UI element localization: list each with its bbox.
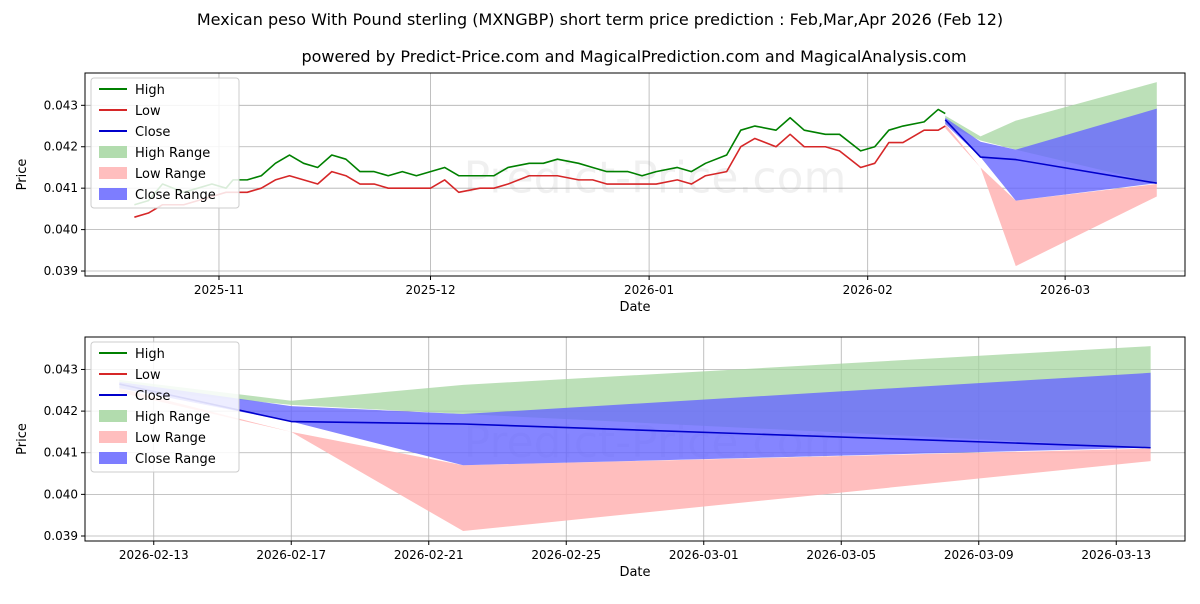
x-axis-label: Date xyxy=(619,300,650,315)
y-tick-label: 0.043 xyxy=(44,362,78,376)
x-tick-label: 2025-12 xyxy=(405,283,455,297)
y-tick-label: 0.040 xyxy=(44,223,78,237)
low-series-line xyxy=(134,125,946,218)
x-tick-label: 2026-03-05 xyxy=(806,548,876,562)
legend-box xyxy=(90,77,240,209)
x-tick-label: 2026-03-13 xyxy=(1081,548,1151,562)
legend-label: High Range xyxy=(135,410,210,425)
legend-label: Close xyxy=(135,389,170,404)
close-range-band xyxy=(945,108,1157,201)
close-range-band xyxy=(119,372,1151,466)
low-range-band xyxy=(945,123,1157,267)
legend-label: Close Range xyxy=(135,188,216,203)
x-tick-label: 2026-02-13 xyxy=(119,548,189,562)
legend-box-swatch xyxy=(99,431,127,443)
legend-label: Low xyxy=(135,104,161,119)
x-tick-label: 2026-02-21 xyxy=(394,548,464,562)
y-tick-label: 0.043 xyxy=(44,98,78,112)
y-axis-label: Price xyxy=(15,423,30,455)
chart-title: Mexican peso With Pound sterling (MXNGBP… xyxy=(197,10,1003,29)
y-tick-label: 0.041 xyxy=(44,181,78,195)
legend-box-swatch xyxy=(99,410,127,422)
x-tick-label: 2026-01 xyxy=(624,283,674,297)
x-tick-label: 2026-03-09 xyxy=(944,548,1014,562)
x-tick-label: 2026-03-01 xyxy=(669,548,739,562)
watermark-text: Predict-Price.com xyxy=(464,153,847,204)
axes-frame xyxy=(84,72,1186,277)
chart-subtitle: powered by Predict-Price.com and Magical… xyxy=(301,47,966,66)
y-tick-label: 0.040 xyxy=(44,487,78,501)
y-tick-label: 0.041 xyxy=(44,446,78,460)
x-tick-label: 2026-02 xyxy=(843,283,893,297)
y-tick-label: 0.039 xyxy=(44,529,78,543)
close-series-line xyxy=(944,119,1157,184)
legend-label: High xyxy=(135,83,165,98)
axes-frame xyxy=(84,336,1186,542)
x-tick-label: 2026-03 xyxy=(1040,283,1090,297)
legend-label: High Range xyxy=(135,146,210,161)
legend-box-swatch xyxy=(99,188,127,200)
x-axis-label: Date xyxy=(619,565,650,580)
legend-label: Close Range xyxy=(135,452,216,467)
low-range-band xyxy=(119,388,1151,532)
x-tick-label: 2026-02-17 xyxy=(256,548,326,562)
legend-label: Low Range xyxy=(135,167,206,182)
legend-label: High xyxy=(135,347,165,362)
top-panel: Predict-Price.com 2025-11 2025-12 2026-01 20… xyxy=(15,72,1186,315)
y-tick-label: 0.039 xyxy=(44,264,78,278)
legend-label: Close xyxy=(135,125,170,140)
legend-box-swatch xyxy=(99,146,127,158)
legend-label: Low xyxy=(135,368,161,383)
legend-box xyxy=(90,341,240,473)
y-tick-label: 0.042 xyxy=(44,404,78,418)
legend-box-swatch xyxy=(99,167,127,179)
high-series-line xyxy=(134,108,946,206)
y-axis-label: Price xyxy=(15,159,30,191)
x-tick-label: 2025-11 xyxy=(194,283,244,297)
x-tick-label: 2026-02-25 xyxy=(531,548,601,562)
legend-label: Low Range xyxy=(135,431,206,446)
y-tick-label: 0.042 xyxy=(44,140,78,154)
bottom-panel: Predict-Price.com2026-02-132026-02-17202… xyxy=(15,336,1186,580)
legend-box-swatch xyxy=(99,452,127,464)
